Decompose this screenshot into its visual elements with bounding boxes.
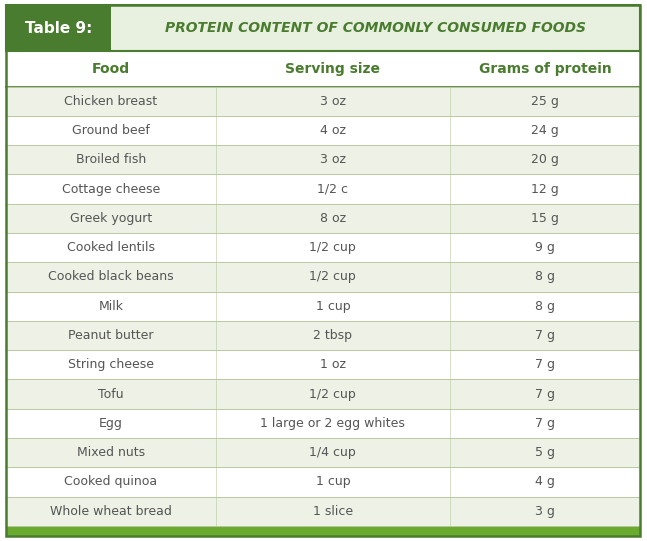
Text: 15 g: 15 g — [531, 212, 559, 225]
Text: 7 g: 7 g — [535, 417, 555, 430]
Text: Tofu: Tofu — [98, 387, 124, 400]
Text: 3 g: 3 g — [535, 505, 555, 518]
Text: 1/4 cup: 1/4 cup — [309, 446, 356, 459]
Text: Chicken breast: Chicken breast — [65, 95, 158, 108]
Text: 8 g: 8 g — [535, 270, 555, 283]
Text: 1/2 cup: 1/2 cup — [309, 387, 356, 400]
Text: 1/2 cup: 1/2 cup — [309, 270, 356, 283]
Text: 4 oz: 4 oz — [320, 124, 346, 137]
Text: 1 oz: 1 oz — [320, 358, 346, 371]
Text: 2 tbsp: 2 tbsp — [313, 329, 353, 342]
Text: 1 cup: 1 cup — [316, 300, 350, 313]
Text: 3 oz: 3 oz — [320, 153, 346, 166]
Text: Food: Food — [92, 62, 130, 76]
Text: Ground beef: Ground beef — [72, 124, 150, 137]
Text: 1/2 cup: 1/2 cup — [309, 241, 356, 254]
Text: 8 g: 8 g — [535, 300, 555, 313]
Text: Grams of protein: Grams of protein — [479, 62, 611, 76]
Text: Cooked black beans: Cooked black beans — [49, 270, 174, 283]
Text: 1 large or 2 egg whites: 1 large or 2 egg whites — [260, 417, 405, 430]
Bar — [6, 438, 640, 467]
Text: Broiled fish: Broiled fish — [76, 153, 146, 166]
Text: 4 g: 4 g — [535, 476, 555, 489]
Bar — [6, 467, 640, 497]
Text: 5 g: 5 g — [535, 446, 555, 459]
Text: 20 g: 20 g — [531, 153, 559, 166]
Bar — [6, 262, 640, 292]
Text: Cooked lentils: Cooked lentils — [67, 241, 155, 254]
Text: Milk: Milk — [98, 300, 124, 313]
Text: 3 oz: 3 oz — [320, 95, 346, 108]
Bar — [6, 408, 640, 438]
Text: Egg: Egg — [99, 417, 123, 430]
Bar — [6, 5, 640, 51]
Text: 12 g: 12 g — [531, 182, 559, 195]
Text: 9 g: 9 g — [535, 241, 555, 254]
Text: Whole wheat bread: Whole wheat bread — [50, 505, 172, 518]
Bar — [6, 204, 640, 233]
Text: Mixed nuts: Mixed nuts — [77, 446, 145, 459]
Text: 25 g: 25 g — [531, 95, 559, 108]
Text: Greek yogurt: Greek yogurt — [70, 212, 152, 225]
Text: Cooked quinoa: Cooked quinoa — [65, 476, 158, 489]
Bar — [6, 51, 640, 87]
Text: Serving size: Serving size — [285, 62, 380, 76]
Text: Cottage cheese: Cottage cheese — [62, 182, 160, 195]
Bar — [6, 497, 640, 526]
Bar — [6, 87, 640, 116]
Bar — [6, 174, 640, 204]
Bar — [6, 379, 640, 408]
Text: Peanut butter: Peanut butter — [69, 329, 154, 342]
Bar — [6, 145, 640, 174]
Text: PROTEIN CONTENT OF COMMONLY CONSUMED FOODS: PROTEIN CONTENT OF COMMONLY CONSUMED FOO… — [165, 22, 586, 35]
Text: 24 g: 24 g — [531, 124, 559, 137]
Bar — [6, 233, 640, 262]
Text: 7 g: 7 g — [535, 358, 555, 371]
Text: 1/2 c: 1/2 c — [317, 182, 348, 195]
Text: String cheese: String cheese — [68, 358, 154, 371]
Text: 7 g: 7 g — [535, 387, 555, 400]
Bar — [6, 292, 640, 321]
Bar — [6, 116, 640, 145]
Bar — [6, 321, 640, 350]
Bar — [6, 526, 640, 536]
Text: Table 9:: Table 9: — [25, 21, 93, 36]
Text: 1 slice: 1 slice — [313, 505, 353, 518]
Bar — [6, 350, 640, 379]
Bar — [111, 5, 640, 51]
Text: 7 g: 7 g — [535, 329, 555, 342]
Text: 8 oz: 8 oz — [320, 212, 346, 225]
Bar — [6, 5, 111, 51]
Text: 1 cup: 1 cup — [316, 476, 350, 489]
